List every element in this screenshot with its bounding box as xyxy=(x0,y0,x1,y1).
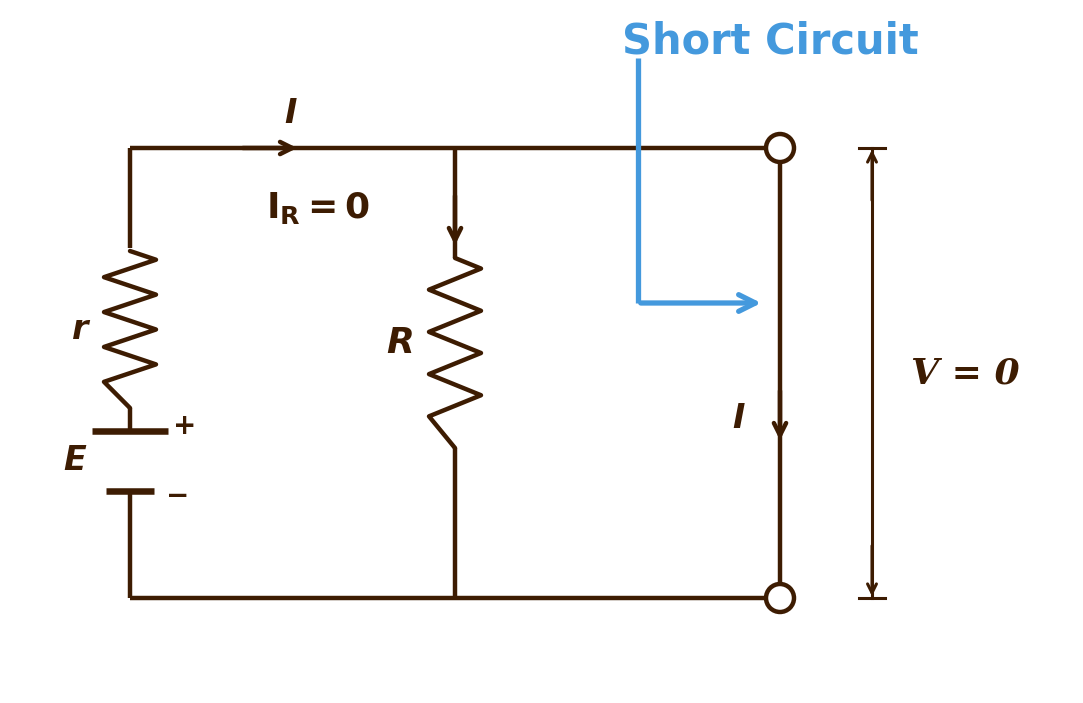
Text: R: R xyxy=(386,326,414,360)
Text: −: − xyxy=(167,482,190,510)
Circle shape xyxy=(766,134,794,162)
Text: Short Circuit: Short Circuit xyxy=(622,20,918,62)
Text: +: + xyxy=(173,412,197,440)
Text: V = 0: V = 0 xyxy=(911,356,1019,390)
Text: I: I xyxy=(284,96,296,129)
Circle shape xyxy=(766,584,794,612)
Text: r: r xyxy=(71,313,88,346)
Text: E: E xyxy=(64,444,87,477)
Text: I: I xyxy=(732,401,744,434)
Text: $\mathbf{I_R = 0}$: $\mathbf{I_R = 0}$ xyxy=(266,190,370,226)
